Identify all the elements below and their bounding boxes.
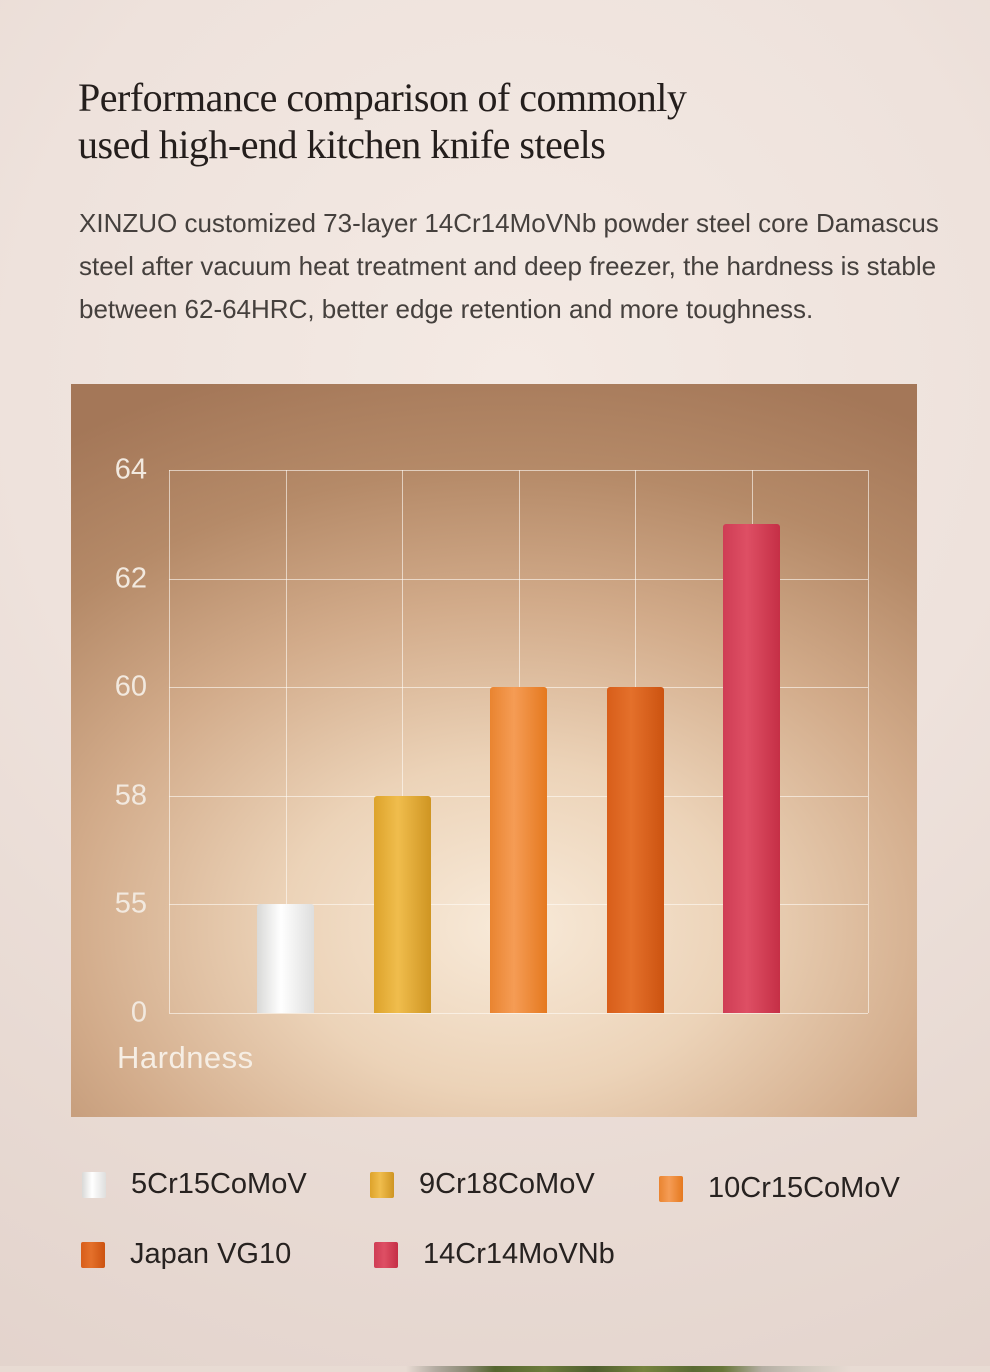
y-axis-tick-label: 64 bbox=[114, 453, 147, 486]
legend-label: 14Cr14MoVNb bbox=[423, 1238, 615, 1270]
description-line-2: steel after vacuum heat treatment and de… bbox=[79, 251, 937, 281]
bar-5cr15comov bbox=[257, 904, 314, 1013]
bar-japan-vg10 bbox=[606, 687, 664, 1013]
legend-label: Japan VG10 bbox=[130, 1238, 292, 1270]
gridline-vertical bbox=[868, 470, 869, 1013]
legend-item-10cr15comov: 10Cr15CoMoV bbox=[659, 1172, 900, 1205]
gridline-vertical bbox=[169, 470, 170, 1013]
chart-panel: 64 62 60 58 55 0 Hardness bbox=[71, 384, 917, 1117]
page-title-line-2: used high-end kitchen knife steels bbox=[78, 122, 606, 167]
gridline-vertical bbox=[402, 470, 403, 1013]
legend-swatch-icon bbox=[374, 1241, 398, 1268]
y-axis-tick-label: 62 bbox=[114, 562, 147, 595]
page-title: Performance comparison of commonly used … bbox=[78, 74, 918, 168]
page-title-line-1: Performance comparison of commonly bbox=[78, 75, 687, 120]
bar-9cr18comov bbox=[373, 795, 431, 1013]
x-axis-label: Hardness bbox=[117, 1040, 254, 1075]
legend-swatch-icon bbox=[82, 1171, 106, 1198]
legend-label: 5Cr15CoMoV bbox=[131, 1168, 307, 1200]
legend-swatch-icon bbox=[659, 1175, 683, 1202]
legend-item-japan-vg10: Japan VG10 bbox=[81, 1238, 291, 1271]
gridline-vertical bbox=[285, 470, 287, 1013]
bar-10cr15comov bbox=[490, 687, 547, 1013]
y-axis-tick-label: 58 bbox=[114, 779, 147, 812]
legend-item-9cr18comov: 9Cr18CoMoV bbox=[370, 1168, 595, 1201]
description-paragraph: XINZUO customized 73-layer 14Cr14MoVNb p… bbox=[79, 202, 939, 331]
legend-item-14cr14movnb: 14Cr14MoVNb bbox=[374, 1238, 615, 1271]
legend-item-5cr15comov: 5Cr15CoMoV bbox=[82, 1168, 307, 1201]
description-line-3: between 62-64HRC, better edge retention … bbox=[79, 294, 814, 324]
legend-swatch-icon bbox=[81, 1241, 105, 1268]
chart-plot-area: 64 62 60 58 55 0 bbox=[115, 454, 869, 1029]
bar-14cr14movnb bbox=[723, 524, 780, 1013]
next-section-preview-strip bbox=[0, 1366, 990, 1372]
y-axis-tick-label: 0 bbox=[130, 996, 147, 1029]
legend-label: 10Cr15CoMoV bbox=[708, 1172, 900, 1204]
gridline-horizontal bbox=[169, 1013, 868, 1014]
y-axis-tick-label: 60 bbox=[114, 670, 147, 703]
legend-swatch-icon bbox=[370, 1171, 394, 1198]
legend-label: 9Cr18CoMoV bbox=[419, 1168, 595, 1200]
y-axis-tick-label: 55 bbox=[114, 887, 147, 920]
description-line-1: XINZUO customized 73-layer 14Cr14MoVNb p… bbox=[79, 208, 939, 238]
